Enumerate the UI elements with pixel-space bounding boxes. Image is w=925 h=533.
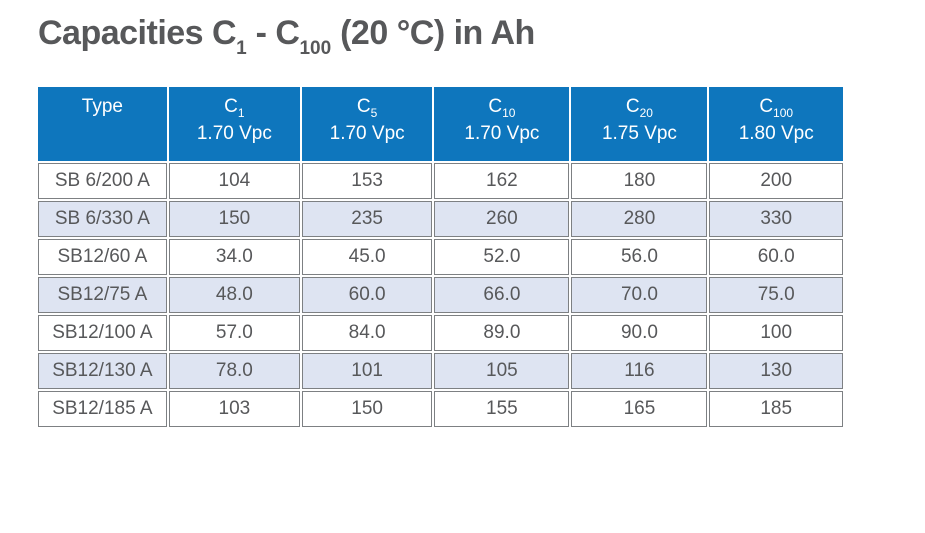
column-header-type: Type: [38, 87, 167, 161]
voltage-label: 1.80 Vpc: [738, 123, 814, 144]
value-cell: 155: [434, 391, 570, 427]
table-row: SB12/185 A 103 150 155 165 185: [38, 391, 843, 427]
type-cell: SB 6/200 A: [38, 163, 167, 199]
value-cell: 150: [301, 391, 433, 427]
column-header-c1: C1 1.70 Vpc: [168, 87, 300, 161]
value-cell: 130: [709, 353, 843, 389]
type-cell: SB12/185 A: [38, 391, 167, 427]
value-cell: 45.0: [301, 239, 433, 275]
column-header-c10: C10 1.70 Vpc: [434, 87, 570, 161]
page-title: Capacities C1 - C100 (20 °C) in Ah: [38, 14, 535, 59]
column-header-c5: C5 1.70 Vpc: [301, 87, 433, 161]
type-header-label: Type: [81, 96, 123, 117]
value-cell: 153: [301, 163, 433, 199]
value-cell: 60.0: [301, 277, 433, 313]
value-cell: 105: [434, 353, 570, 389]
value-cell: 104: [168, 163, 300, 199]
value-cell: 165: [571, 391, 708, 427]
value-cell: 116: [571, 353, 708, 389]
value-cell: 66.0: [434, 277, 570, 313]
capacity-symbol: C20: [625, 96, 653, 120]
value-cell: 330: [709, 201, 843, 237]
capacity-subscript: 1: [237, 106, 245, 120]
value-cell: 60.0: [709, 239, 843, 275]
value-cell: 34.0: [168, 239, 300, 275]
voltage-label: 1.70 Vpc: [329, 123, 405, 144]
title-text-suffix: (20 °C) in Ah: [331, 14, 535, 52]
type-cell: SB12/75 A: [38, 277, 167, 313]
value-cell: 280: [571, 201, 708, 237]
type-cell: SB12/100 A: [38, 315, 167, 351]
value-cell: 200: [709, 163, 843, 199]
value-cell: 52.0: [434, 239, 570, 275]
value-cell: 103: [168, 391, 300, 427]
voltage-label: 1.75 Vpc: [601, 123, 677, 144]
type-cell: SB12/60 A: [38, 239, 167, 275]
value-cell: 56.0: [571, 239, 708, 275]
capacity-subscript: 100: [773, 106, 794, 120]
type-cell: SB12/130 A: [38, 353, 167, 389]
capacity-symbol: C10: [488, 96, 516, 120]
value-cell: 78.0: [168, 353, 300, 389]
value-cell: 70.0: [571, 277, 708, 313]
table-body: SB 6/200 A 104 153 162 180 200 SB 6/330 …: [38, 163, 843, 427]
type-cell: SB 6/330 A: [38, 201, 167, 237]
table-row: SB 6/200 A 104 153 162 180 200: [38, 163, 843, 199]
value-cell: 185: [709, 391, 843, 427]
table-header: Type C1 1.70 Vpc C5 1.70 Vpc C10 1.70 Vp…: [38, 87, 843, 161]
capacity-symbol: C100: [759, 96, 794, 120]
value-cell: 101: [301, 353, 433, 389]
title-text-prefix: Capacities C: [38, 14, 237, 52]
capacity-subscript: 5: [370, 106, 378, 120]
title-subscript-1: 1: [236, 38, 247, 59]
value-cell: 235: [301, 201, 433, 237]
value-cell: 48.0: [168, 277, 300, 313]
capacity-table: Type C1 1.70 Vpc C5 1.70 Vpc C10 1.70 Vp…: [36, 85, 845, 429]
value-cell: 100: [709, 315, 843, 351]
value-cell: 162: [434, 163, 570, 199]
value-cell: 57.0: [168, 315, 300, 351]
capacity-symbol: C5: [356, 96, 378, 120]
value-cell: 150: [168, 201, 300, 237]
voltage-label: 1.70 Vpc: [464, 123, 540, 144]
value-cell: 260: [434, 201, 570, 237]
title-text-middle: - C: [246, 14, 300, 52]
capacity-subscript: 20: [639, 106, 653, 120]
header-row: Type C1 1.70 Vpc C5 1.70 Vpc C10 1.70 Vp…: [38, 87, 843, 161]
table-row: SB12/75 A 48.0 60.0 66.0 70.0 75.0: [38, 277, 843, 313]
table-row: SB12/60 A 34.0 45.0 52.0 56.0 60.0: [38, 239, 843, 275]
value-cell: 75.0: [709, 277, 843, 313]
table-row: SB 6/330 A 150 235 260 280 330: [38, 201, 843, 237]
value-cell: 90.0: [571, 315, 708, 351]
title-subscript-100: 100: [299, 38, 332, 59]
capacity-subscript: 10: [502, 106, 516, 120]
voltage-label: 1.70 Vpc: [196, 123, 272, 144]
value-cell: 89.0: [434, 315, 570, 351]
table-row: SB12/130 A 78.0 101 105 116 130: [38, 353, 843, 389]
table-row: SB12/100 A 57.0 84.0 89.0 90.0 100: [38, 315, 843, 351]
column-header-c100: C100 1.80 Vpc: [709, 87, 843, 161]
value-cell: 180: [571, 163, 708, 199]
value-cell: 84.0: [301, 315, 433, 351]
capacity-symbol: C1: [224, 96, 245, 120]
column-header-c20: C20 1.75 Vpc: [571, 87, 708, 161]
